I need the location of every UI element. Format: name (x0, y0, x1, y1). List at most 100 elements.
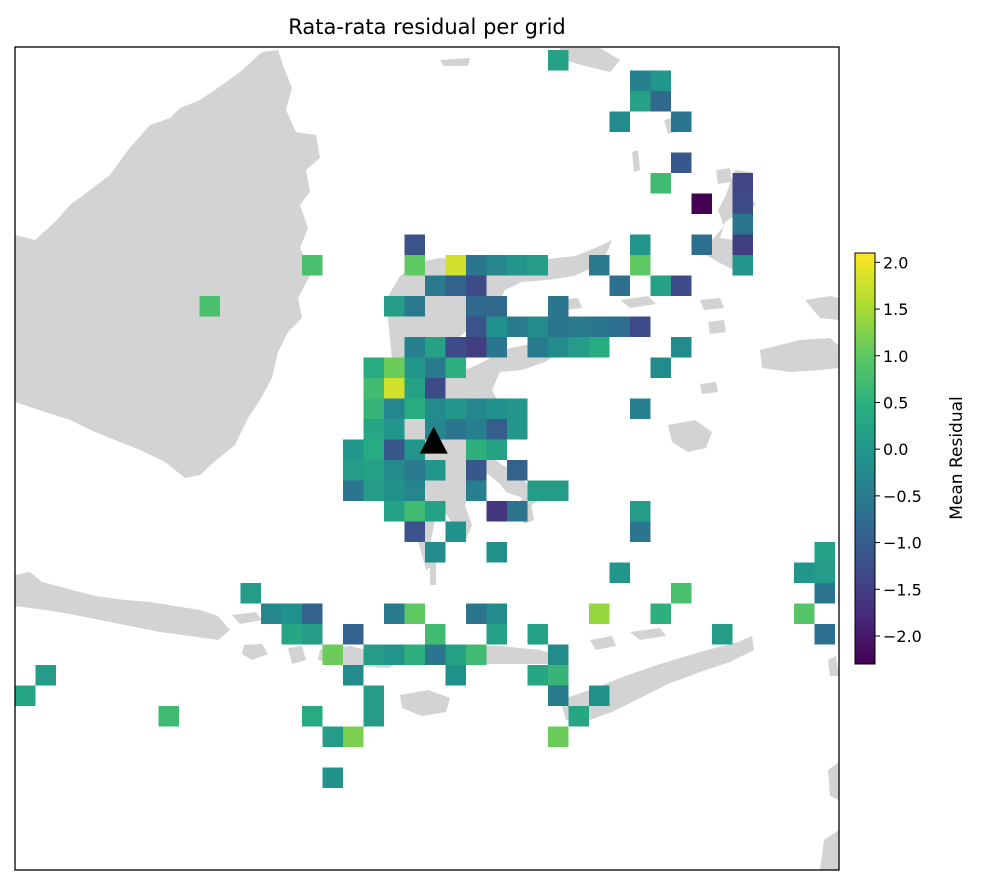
grid-cell (425, 357, 446, 378)
grid-cell (404, 460, 425, 481)
grid-cell (814, 583, 835, 604)
land-sumba (400, 690, 450, 716)
grid-cell (445, 275, 466, 296)
grid-cell (302, 255, 323, 276)
grid-cell (363, 378, 384, 399)
grid-cell (363, 439, 384, 460)
land-sulu (440, 58, 470, 66)
grid-cell (507, 398, 528, 419)
grid-cell (425, 624, 446, 645)
grid-cell (527, 624, 548, 645)
land-mindanao (560, 48, 620, 72)
grid-cell (691, 234, 712, 255)
land-alor (590, 636, 616, 650)
grid-cell (466, 316, 487, 337)
land-seram (760, 338, 839, 372)
grid-cell (507, 501, 528, 522)
grid-cell (363, 685, 384, 706)
grid-cell (548, 726, 569, 747)
grid-cell (548, 644, 569, 665)
land-sangihe (632, 150, 640, 172)
colorbar-tick-label: 0.5 (883, 393, 908, 412)
grid-cell (35, 665, 56, 686)
grid-cell (486, 255, 507, 276)
grid-cell (404, 357, 425, 378)
colorbar-tick-label: −2.0 (883, 627, 922, 646)
grid-cell (363, 460, 384, 481)
grid-cell (445, 398, 466, 419)
grid-cell (384, 480, 405, 501)
grid-cell (814, 562, 835, 583)
grid-cell (404, 378, 425, 399)
grid-cell (343, 439, 364, 460)
grid-cell (589, 316, 610, 337)
grid-cell (425, 378, 446, 399)
grid-cell (343, 665, 364, 686)
grid-cell (302, 624, 323, 645)
grid-cell (384, 501, 405, 522)
grid-cell (158, 706, 179, 727)
grid-cell (445, 255, 466, 276)
grid-cell (486, 296, 507, 317)
grid-cell (384, 357, 405, 378)
grid-cell (199, 296, 220, 317)
grid-cell (466, 296, 487, 317)
colorbar-gradient (854, 252, 876, 665)
grid-cell (650, 357, 671, 378)
grid-cell (425, 542, 446, 563)
grid-cell (404, 480, 425, 501)
grid-cell (794, 562, 815, 583)
grid-cell (425, 275, 446, 296)
grid-cell (507, 316, 528, 337)
land-sula (620, 296, 656, 308)
colorbar-tick-label: 1.5 (883, 300, 908, 319)
grid-cell (384, 439, 405, 460)
grid-cell (732, 173, 753, 194)
grid-cell (630, 70, 651, 91)
grid-cell (671, 152, 692, 173)
grid-cell (650, 603, 671, 624)
grid-cell (425, 460, 446, 481)
grid-cell (630, 255, 651, 276)
grid-cell (281, 603, 302, 624)
grid-cell (630, 316, 651, 337)
grid-cell (486, 603, 507, 624)
grid-cell (630, 398, 651, 419)
grid-cell (589, 685, 610, 706)
land-kai (828, 656, 839, 676)
grid-cell (671, 111, 692, 132)
land-ambon (700, 382, 718, 394)
grid-cell (671, 337, 692, 358)
land-madura (232, 612, 262, 624)
grid-cell (302, 706, 323, 727)
land-java (15, 572, 230, 640)
grid-cell (712, 624, 733, 645)
grid-cell (630, 501, 651, 522)
grid-cell (445, 357, 466, 378)
landmass (15, 48, 839, 870)
grid-cell (404, 644, 425, 665)
colorbar: 2.0 1.5 1.0 0.5 0.0 −0.5 −1.0 −1.5 −2.0 Mean Res… (854, 252, 967, 665)
chart-title: Rata-rata residual per grid (288, 15, 566, 39)
grid-cell (445, 644, 466, 665)
grid-cell (732, 255, 753, 276)
grid-cell (630, 521, 651, 542)
land-timor (560, 636, 754, 722)
land-lombok (288, 646, 306, 664)
grid-cell (548, 337, 569, 358)
grid-cell (384, 398, 405, 419)
grid-cell (384, 296, 405, 317)
grid-cell (466, 644, 487, 665)
grid-cell (732, 234, 753, 255)
grid-cell (404, 501, 425, 522)
colorbar-tick-label: −1.5 (883, 580, 922, 599)
grid-cell (445, 419, 466, 440)
grid-cell (650, 275, 671, 296)
grid-cell (466, 419, 487, 440)
grid-cell (486, 419, 507, 440)
grid-cell (548, 665, 569, 686)
grid-cell (486, 501, 507, 522)
land-buru (668, 420, 712, 452)
grid-cell (609, 562, 630, 583)
grid-cell (814, 542, 835, 563)
